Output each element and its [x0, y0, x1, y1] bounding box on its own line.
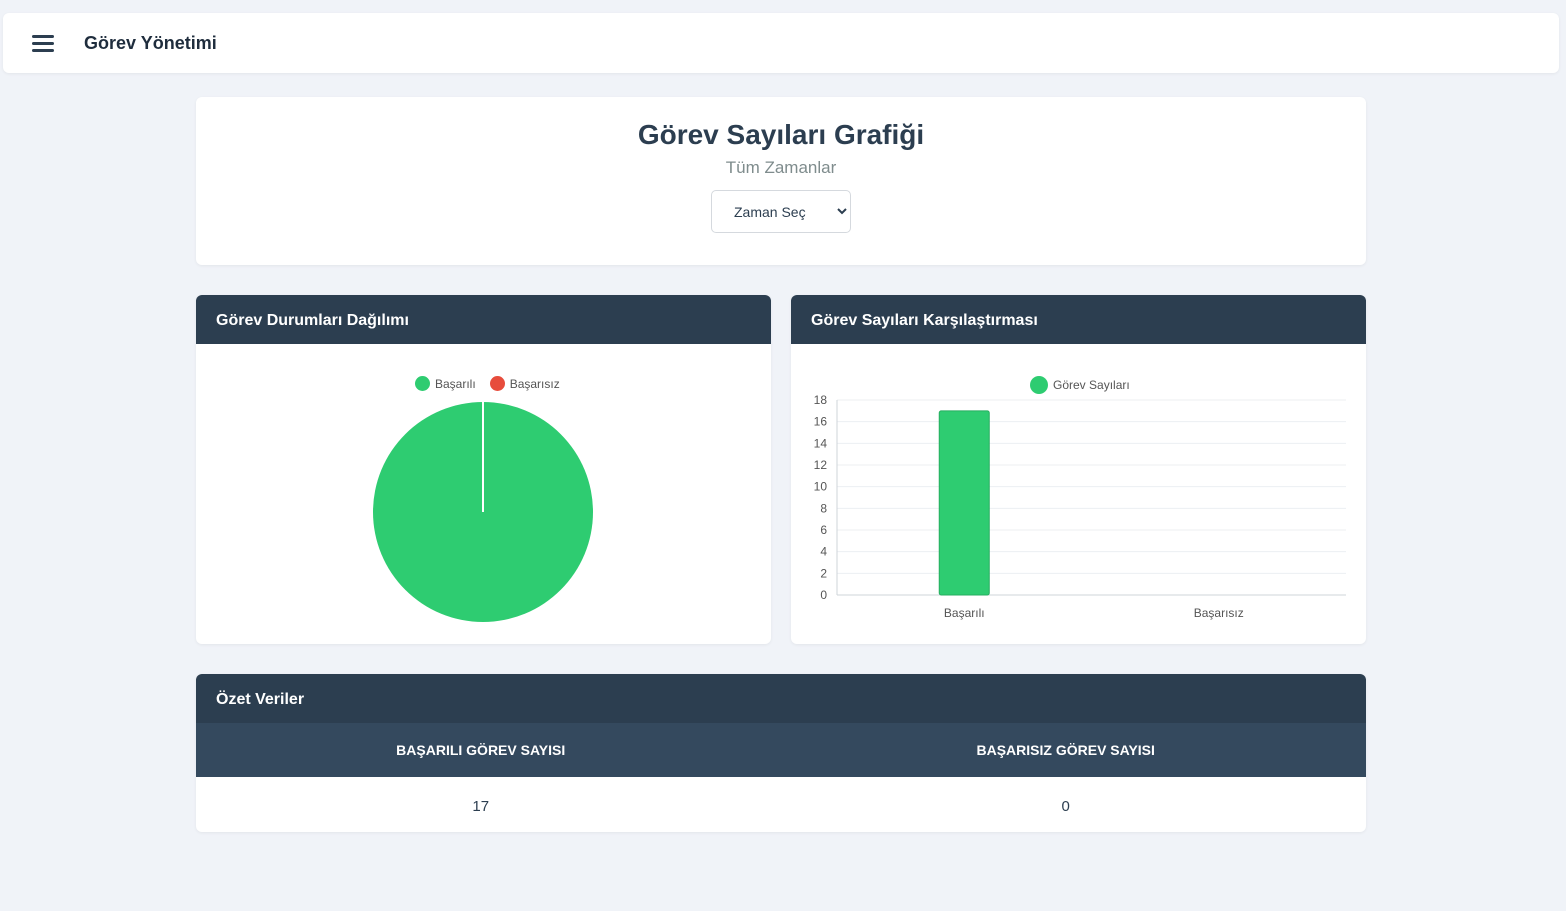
summary-header-row: Başarılı Görev Sayısı Başarısız Görev Sa… [196, 723, 1366, 777]
y-tick-label: 10 [814, 480, 828, 494]
time-select[interactable]: Zaman Seç [711, 190, 851, 233]
summary-title: Özet Veriler [196, 674, 1366, 723]
summary-success-count: 17 [472, 797, 490, 815]
legend-swatch-failure [489, 376, 505, 391]
legend-label: Başarısız [509, 376, 560, 391]
summary-failure-count: 0 [1061, 797, 1070, 815]
legend-label: Görev Sayıları [1053, 378, 1130, 392]
menu-icon[interactable] [32, 31, 54, 56]
legend-swatch-success [415, 376, 430, 391]
header-card: Görev Sayıları Grafiği Tüm Zamanlar Zama… [196, 97, 1366, 265]
summary-header-failure: Başarısız Görev Sayısı [765, 723, 1366, 777]
pie-chart [373, 402, 593, 622]
bar-legend: Görev Sayıları [1030, 376, 1144, 394]
top-navbar: Görev Yönetimi [3, 13, 1559, 73]
task-count-comparison-panel: Görev Sayıları Karşılaştırması Görev Say… [791, 295, 1366, 644]
summary-panel: Özet Veriler Başarılı Görev Sayısı Başar… [196, 674, 1366, 832]
summary-header-success: Başarılı Görev Sayısı [196, 723, 766, 777]
panel-title: Görev Sayıları Karşılaştırması [791, 295, 1366, 344]
summary-row: 17 0 [196, 777, 1366, 832]
summary-table: Başarılı Görev Sayısı Başarısız Görev Sa… [196, 723, 1366, 832]
bar-chart: 0 2 4 6 8 10 12 14 16 18 Başarılı Başarısız [814, 393, 1346, 620]
x-tick-label: Başarısız [1194, 606, 1244, 620]
legend-item-task-counts[interactable]: Görev Sayıları [1030, 376, 1130, 394]
y-tick-label: 12 [814, 458, 828, 472]
y-tick-label: 4 [820, 545, 827, 559]
status-distribution-panel: Görev Durumları Dağılımı Başarılı Başarı… [196, 295, 771, 644]
y-tick-label: 6 [820, 523, 827, 537]
page-title: Görev Sayıları Grafiği [637, 119, 925, 150]
legend-swatch-task-counts [1030, 376, 1048, 394]
panel-title: Görev Durumları Dağılımı [196, 295, 771, 344]
y-tick-label: 14 [814, 436, 828, 450]
bar-başarılı[interactable] [938, 410, 990, 596]
y-tick-label: 8 [820, 501, 827, 515]
legend-item-success[interactable]: Başarılı [415, 376, 476, 391]
x-tick-label: Başarılı [944, 606, 985, 620]
app-title: Görev Yönetimi [84, 32, 217, 53]
page-subtitle: Tüm Zamanlar [725, 158, 837, 177]
pie-legend: Başarılı Başarısız [415, 376, 574, 391]
y-tick-label: 0 [820, 588, 827, 602]
y-tick-label: 18 [814, 393, 828, 407]
y-tick-label: 16 [814, 415, 828, 429]
legend-label: Başarılı [435, 376, 476, 391]
y-tick-label: 2 [820, 566, 827, 580]
legend-item-failure[interactable]: Başarısız [489, 376, 560, 391]
